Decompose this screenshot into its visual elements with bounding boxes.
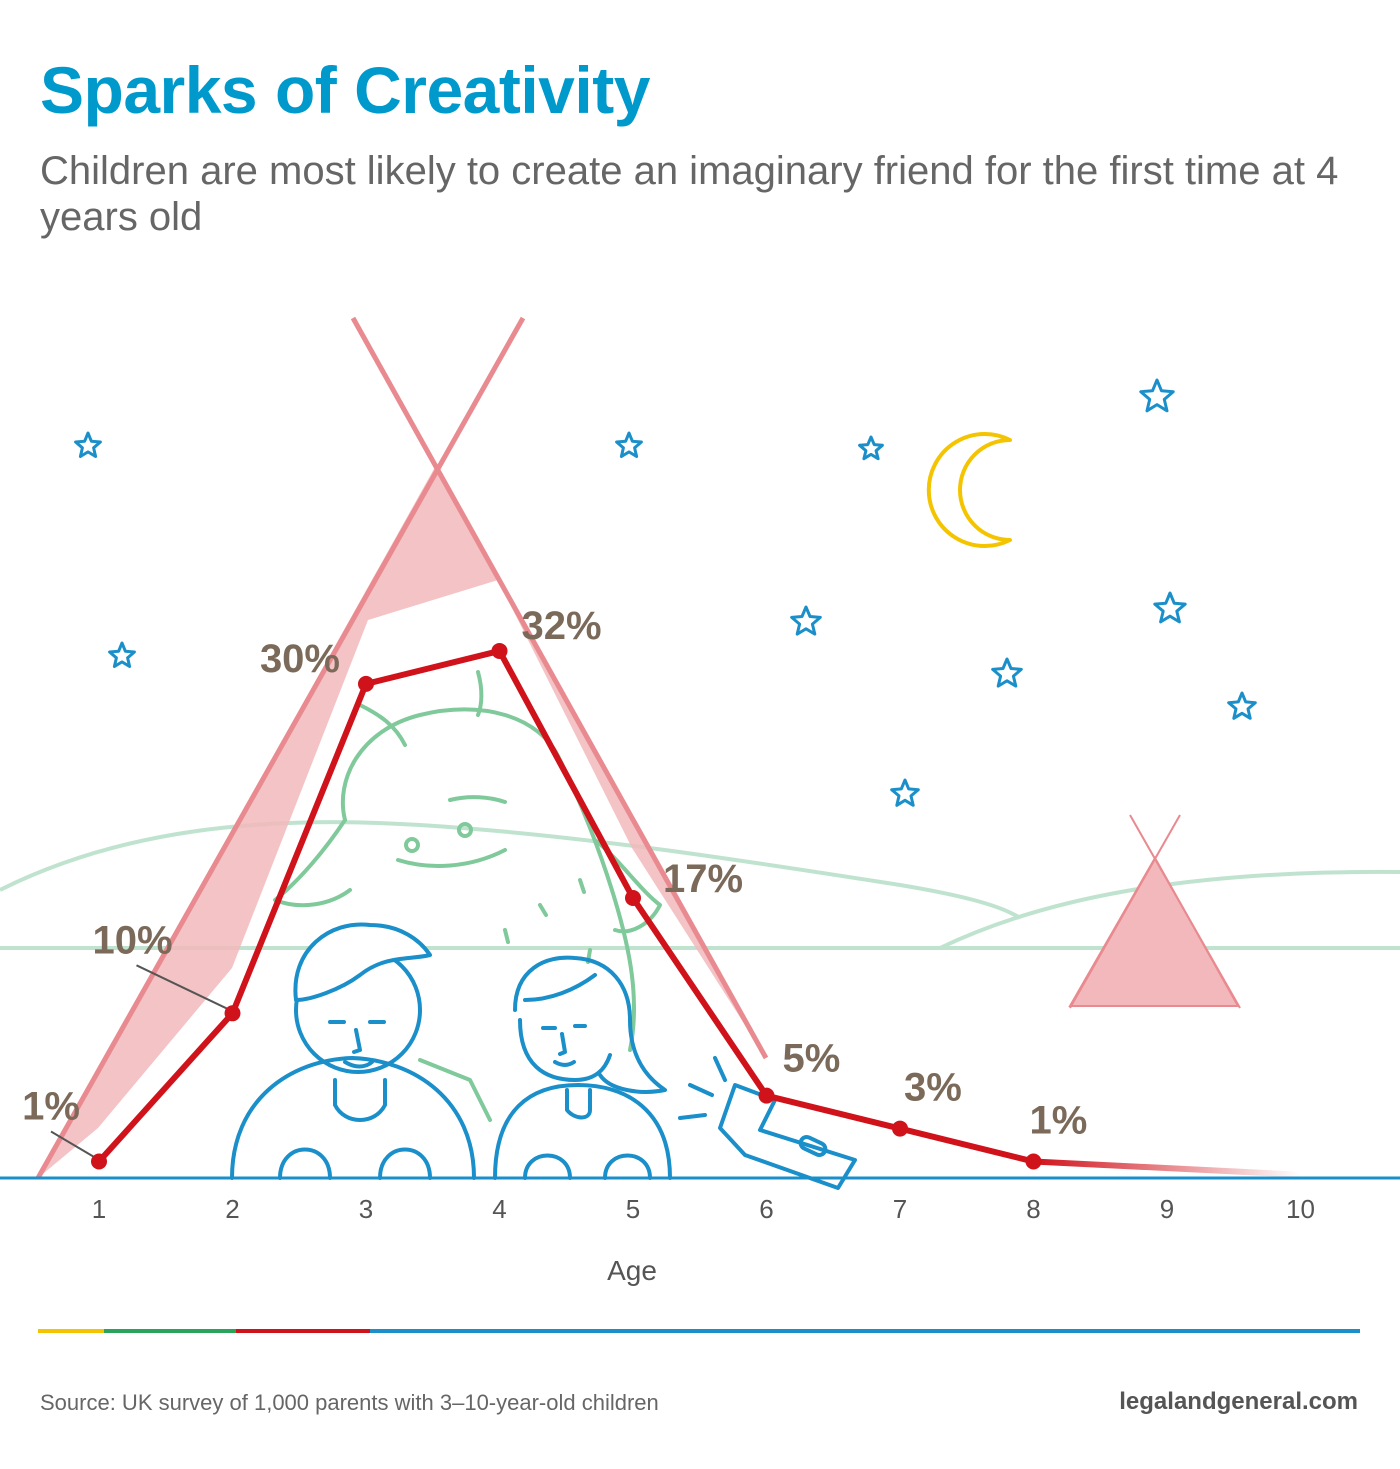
flashlight-icon xyxy=(678,1056,857,1190)
rule-green xyxy=(104,1329,236,1333)
site-link[interactable]: legalandgeneral.com xyxy=(1119,1388,1358,1415)
x-tick-label: 8 xyxy=(1026,1194,1040,1224)
stars xyxy=(74,378,1257,807)
x-tick-label: 3 xyxy=(359,1194,373,1224)
data-point xyxy=(224,1005,241,1022)
x-axis-ticks: 1 2 3 4 5 6 7 8 9 10 xyxy=(92,1194,1315,1224)
x-tick-label: 6 xyxy=(759,1194,773,1224)
series-line xyxy=(96,647,1035,1165)
star-icon xyxy=(615,431,643,458)
x-tick-label: 5 xyxy=(626,1194,640,1224)
small-tent-illustration xyxy=(1068,814,1241,1009)
star-icon xyxy=(74,431,102,458)
rule-blue xyxy=(370,1329,1360,1333)
x-tick-label: 9 xyxy=(1160,1194,1174,1224)
data-point xyxy=(491,642,508,659)
children-illustration xyxy=(230,922,672,1180)
chart-subtitle: Children are most likely to create an im… xyxy=(40,149,1339,239)
data-label: 1% xyxy=(22,1085,80,1129)
star-icon xyxy=(1227,691,1257,720)
star-icon xyxy=(1139,378,1175,413)
data-point xyxy=(91,1153,107,1170)
data-label: 17% xyxy=(663,857,743,901)
data-point xyxy=(758,1087,775,1104)
x-tick-label: 7 xyxy=(893,1194,907,1224)
data-label: 10% xyxy=(93,918,173,962)
color-rule xyxy=(38,1329,1360,1333)
star-icon xyxy=(790,605,822,636)
x-tick-label: 4 xyxy=(492,1194,506,1224)
x-tick-label: 2 xyxy=(225,1194,239,1224)
series-tail xyxy=(1033,1158,1301,1178)
data-label: 30% xyxy=(260,637,340,681)
source-note: Source: UK survey of 1,000 parents with … xyxy=(40,1390,659,1415)
chart-title: Sparks of Creativity xyxy=(40,53,650,127)
data-label: 3% xyxy=(904,1066,962,1110)
star-icon xyxy=(890,778,920,807)
label-leader-line xyxy=(136,964,229,1011)
moon-icon xyxy=(926,432,1012,548)
imaginary-friend-illustration xyxy=(273,670,662,1122)
star-icon xyxy=(991,657,1023,688)
star-icon xyxy=(858,435,884,461)
data-point xyxy=(1025,1153,1042,1170)
x-tick-label: 1 xyxy=(92,1194,106,1224)
data-point xyxy=(358,675,374,692)
data-point xyxy=(625,890,641,907)
rule-red xyxy=(236,1329,370,1333)
star-icon xyxy=(1153,591,1187,624)
tent-illustration xyxy=(35,316,769,1180)
data-point xyxy=(892,1120,908,1137)
rule-yellow xyxy=(38,1329,104,1333)
star-icon xyxy=(108,641,136,668)
label-leader-line xyxy=(50,1130,96,1159)
x-tick-label: 10 xyxy=(1286,1194,1315,1224)
data-label: 1% xyxy=(1030,1099,1088,1143)
data-label: 5% xyxy=(783,1037,841,1081)
x-axis-title: Age xyxy=(607,1255,657,1286)
data-label: 32% xyxy=(522,604,602,648)
data-series: 1% 10% 30% 32% 17% 5% 3% 1% xyxy=(22,604,1301,1178)
